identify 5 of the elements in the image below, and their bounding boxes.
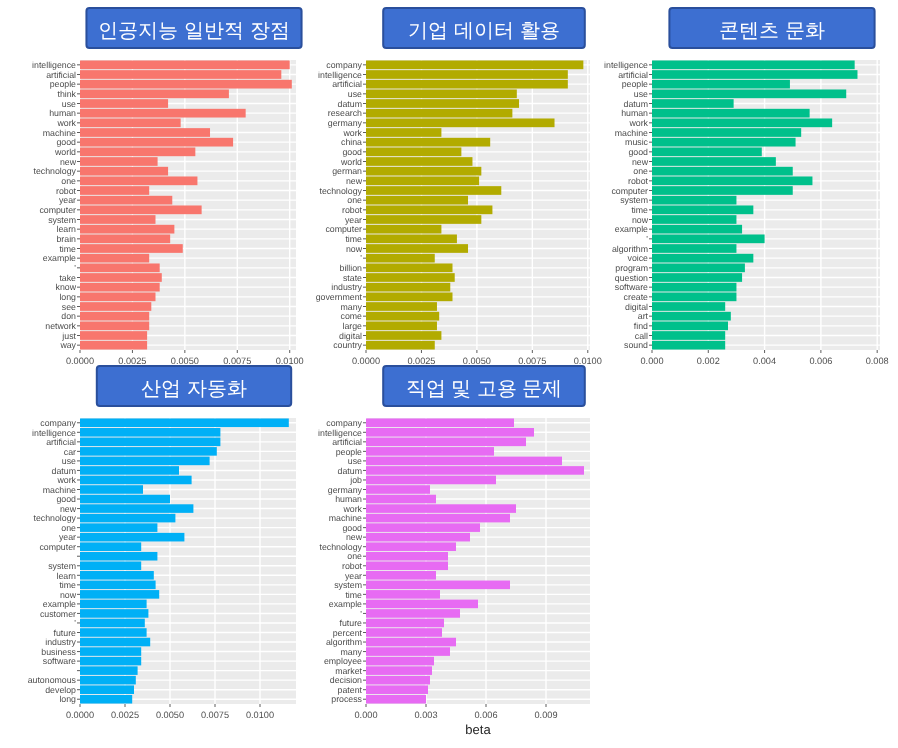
chart-title: 산업 자동화 (141, 379, 247, 401)
chart-title: 콘텐츠 문화 (719, 21, 825, 43)
chart-title: 기업 데이터 활용 (408, 21, 560, 43)
chart-title: 직업 및 고용 문제 (405, 379, 563, 401)
chart-title: 인공지능 일반적 장점 (98, 21, 290, 43)
